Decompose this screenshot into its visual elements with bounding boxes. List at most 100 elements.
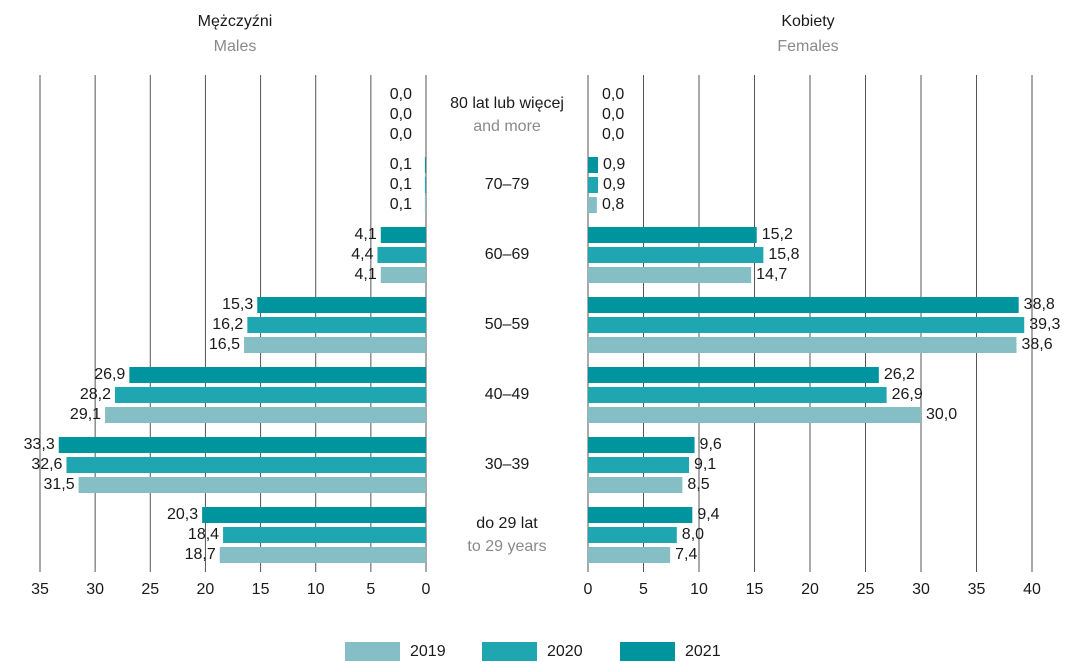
bar (380, 227, 426, 243)
value-label: 14,7 (756, 266, 787, 283)
value-label: 31,5 (43, 476, 74, 493)
category-label: 30–39 (485, 456, 530, 473)
value-label: 26,9 (892, 386, 923, 403)
bar (424, 157, 426, 173)
bar (257, 297, 426, 313)
bar (380, 267, 426, 283)
bar (588, 337, 1017, 353)
value-label: 4,1 (355, 226, 377, 243)
value-label: 9,6 (700, 436, 722, 453)
value-label: 4,1 (355, 266, 377, 283)
x-tick-label: 0 (584, 581, 593, 598)
bar (424, 197, 426, 213)
value-label: 28,2 (80, 386, 111, 403)
value-label: 9,1 (694, 456, 716, 473)
value-label: 0,0 (602, 126, 624, 143)
value-label: 16,2 (212, 316, 243, 333)
value-label: 29,1 (70, 406, 101, 423)
bar (202, 507, 426, 523)
x-tick-label: 15 (746, 581, 764, 598)
bar (105, 407, 426, 423)
panel-title: Kobiety (781, 13, 834, 30)
bar (588, 157, 598, 173)
panel-subtitle: Males (214, 38, 257, 55)
value-label: 7,4 (675, 546, 697, 563)
bar (588, 197, 597, 213)
bar (588, 317, 1025, 333)
value-label: 15,3 (222, 296, 253, 313)
value-label: 32,6 (31, 456, 62, 473)
value-label: 18,4 (188, 526, 219, 543)
value-label: 0,1 (390, 156, 412, 173)
value-label: 0,9 (603, 176, 625, 193)
bar (588, 267, 752, 283)
bar (588, 367, 879, 383)
value-label: 0,9 (603, 156, 625, 173)
bar (588, 387, 887, 403)
legend-label: 2020 (547, 643, 583, 660)
x-tick-label: 10 (690, 581, 708, 598)
x-tick-label: 25 (857, 581, 875, 598)
value-label: 26,2 (884, 366, 915, 383)
category-subtitle: and more (473, 118, 541, 135)
value-label: 30,0 (926, 406, 957, 423)
bar (588, 477, 683, 493)
bar (247, 317, 426, 333)
bar (588, 507, 693, 523)
x-tick-label: 10 (307, 581, 325, 598)
bar (588, 547, 671, 563)
x-tick-label: 20 (801, 581, 819, 598)
value-label: 38,6 (1021, 336, 1052, 353)
category-label: 50–59 (485, 316, 530, 333)
value-label: 0,0 (390, 86, 412, 103)
bar (223, 527, 426, 543)
category-label: 80 lat lub więcej (450, 95, 564, 112)
value-label: 9,4 (697, 506, 719, 523)
value-label: 20,3 (167, 506, 198, 523)
value-label: 0,0 (390, 126, 412, 143)
x-tick-label: 40 (1023, 581, 1041, 598)
value-label: 16,5 (209, 336, 240, 353)
bar (78, 477, 426, 493)
x-tick-label: 35 (31, 581, 49, 598)
x-tick-label: 30 (86, 581, 104, 598)
value-label: 0,1 (390, 196, 412, 213)
bar (129, 367, 426, 383)
x-tick-label: 20 (197, 581, 215, 598)
value-label: 15,2 (762, 226, 793, 243)
bar (424, 177, 426, 193)
bar (588, 407, 921, 423)
panel-subtitle: Females (777, 38, 838, 55)
x-tick-label: 5 (366, 581, 375, 598)
value-label: 15,8 (768, 246, 799, 263)
legend-swatch (620, 642, 675, 661)
value-label: 8,5 (687, 476, 709, 493)
legend-swatch (345, 642, 400, 661)
bar (588, 227, 757, 243)
value-label: 18,7 (185, 546, 216, 563)
value-label: 0,1 (390, 176, 412, 193)
bar (588, 527, 677, 543)
category-label: 60–69 (485, 246, 530, 263)
bar (588, 177, 598, 193)
bar (588, 437, 695, 453)
category-label: do 29 lat (476, 515, 538, 532)
bar (377, 247, 426, 263)
value-label: 4,4 (351, 246, 373, 263)
value-label: 0,0 (390, 106, 412, 123)
bar (66, 457, 427, 473)
x-tick-label: 15 (252, 581, 270, 598)
x-tick-label: 0 (422, 581, 431, 598)
bar (114, 387, 426, 403)
category-label: 70–79 (485, 176, 530, 193)
category-label: 40–49 (485, 386, 530, 403)
x-tick-label: 25 (141, 581, 159, 598)
value-label: 0,0 (602, 86, 624, 103)
x-tick-label: 30 (912, 581, 930, 598)
legend-label: 2019 (410, 643, 446, 660)
value-label: 39,3 (1029, 316, 1060, 333)
panel-title: Mężczyźni (198, 13, 273, 30)
x-tick-label: 5 (639, 581, 648, 598)
bar (588, 297, 1019, 313)
value-label: 0,0 (602, 106, 624, 123)
